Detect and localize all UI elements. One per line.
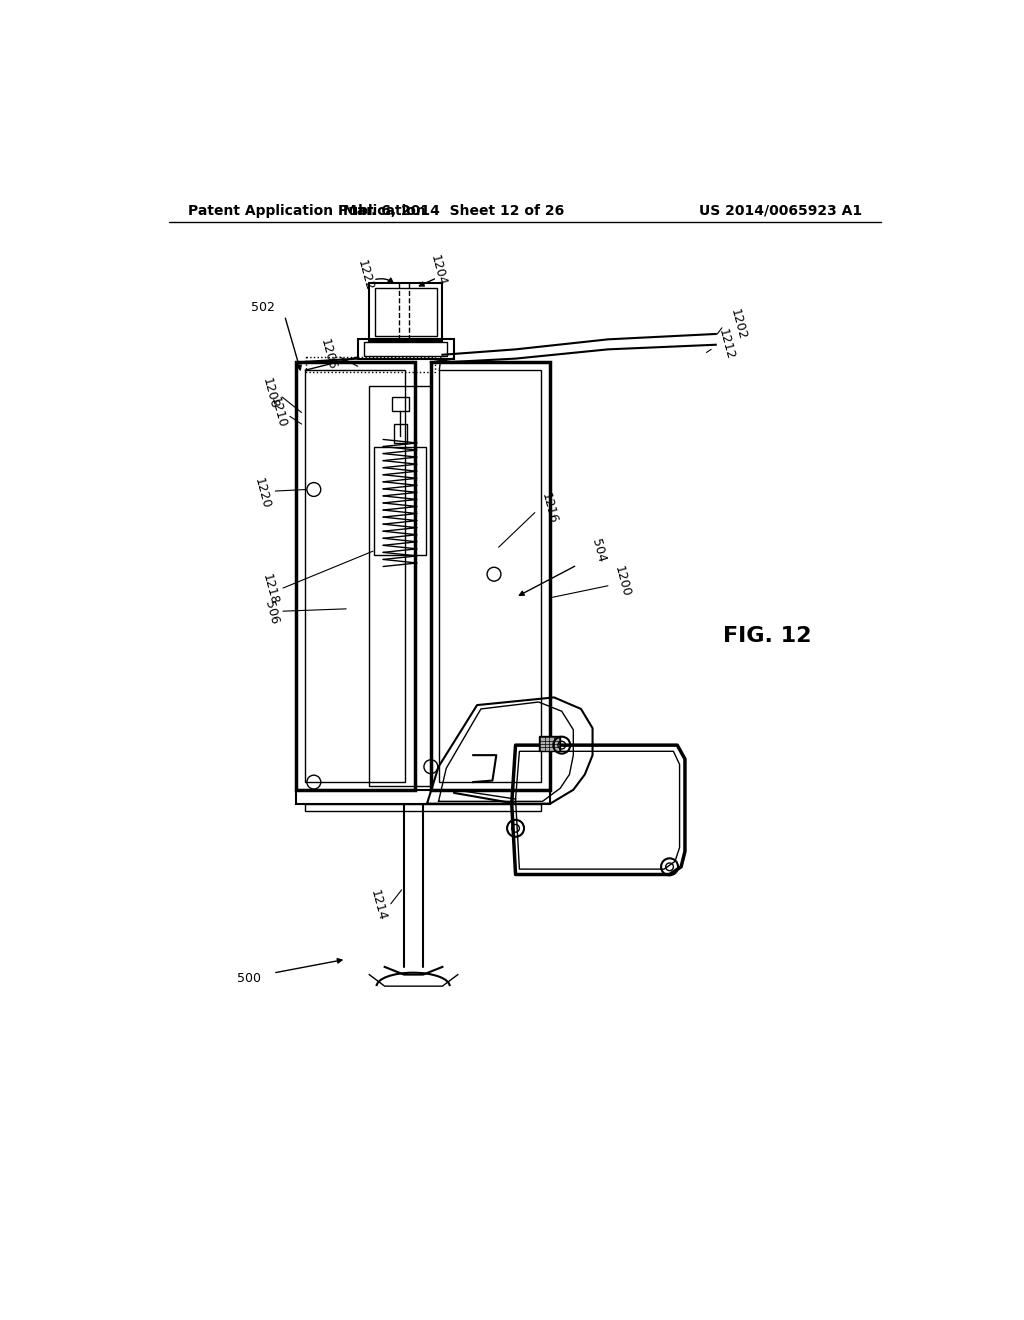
Text: FIG. 12: FIG. 12 (724, 626, 812, 645)
Text: Mar. 6, 2014  Sheet 12 of 26: Mar. 6, 2014 Sheet 12 of 26 (343, 203, 564, 218)
Bar (364, 342, 447, 355)
Bar (296, 789, 550, 804)
Bar (392, 397, 410, 411)
Text: 1220: 1220 (252, 477, 273, 511)
Text: 502: 502 (252, 301, 275, 314)
Text: 1200: 1200 (611, 565, 633, 599)
Bar (439, 370, 541, 781)
Text: 1212: 1212 (716, 327, 736, 362)
Text: Patent Application Publication: Patent Application Publication (188, 203, 426, 218)
Text: 1206: 1206 (317, 338, 339, 372)
Bar (539, 737, 560, 751)
Text: 1204: 1204 (428, 253, 449, 286)
Text: 500: 500 (238, 972, 261, 985)
Bar (296, 363, 416, 789)
Text: US 2014/0065923 A1: US 2014/0065923 A1 (699, 203, 862, 218)
Text: 1222: 1222 (355, 259, 376, 292)
Bar (305, 370, 406, 781)
Text: 1210: 1210 (267, 396, 289, 429)
Bar (305, 804, 541, 812)
Bar (357, 339, 454, 359)
Bar (431, 363, 550, 789)
Text: 504: 504 (589, 537, 607, 565)
Text: 1208: 1208 (260, 376, 281, 411)
Text: 1202: 1202 (727, 308, 749, 341)
Text: 1218: 1218 (260, 573, 281, 607)
Bar (374, 447, 426, 554)
Text: 1216: 1216 (539, 492, 559, 525)
Bar (306, 358, 435, 372)
Bar (370, 284, 442, 341)
Bar (376, 288, 437, 335)
Bar (370, 385, 431, 785)
Text: 1214: 1214 (368, 888, 388, 923)
Bar (394, 424, 407, 444)
Text: 506: 506 (262, 599, 281, 626)
